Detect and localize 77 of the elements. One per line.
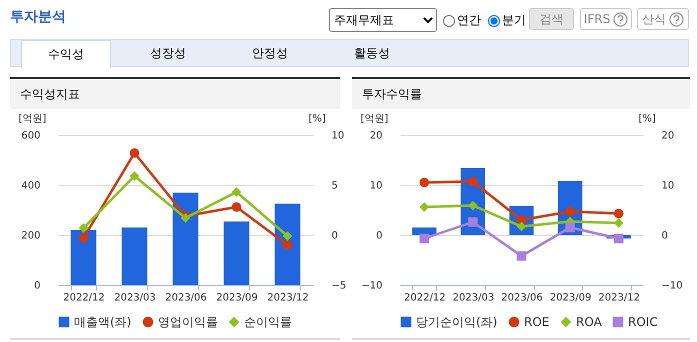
x-tick-label: 2022/12 (404, 292, 446, 304)
point (420, 202, 430, 212)
y-tick-label: 0 (376, 230, 382, 242)
legend-label: ROIC (628, 315, 658, 329)
bar (122, 228, 148, 285)
bar (70, 230, 96, 285)
text: 산식 (642, 10, 666, 28)
y-tick-label: 200 (21, 230, 40, 242)
x-tick-label: 2023/12 (598, 292, 640, 304)
bar (412, 228, 436, 235)
text: 수익성 (21, 40, 111, 68)
point (282, 231, 292, 241)
point (420, 234, 430, 244)
point (420, 178, 430, 188)
point (516, 222, 526, 232)
y-axis-title: [억원] (360, 114, 388, 124)
x-tick-label: 2023/09 (216, 292, 258, 304)
y2-tick-label: 10 (332, 130, 344, 142)
chart-title: 수익성지표 (10, 79, 340, 109)
y2-tick-label: 20 (662, 130, 674, 142)
x-tick-label: 2023/06 (165, 292, 207, 304)
y-tick-label: −10 (361, 280, 382, 292)
y2-tick-label: 0 (662, 230, 668, 242)
text: IFRS (584, 12, 610, 26)
point (614, 208, 624, 218)
x-tick-label: 2023/03 (114, 292, 156, 304)
text: 투자분석 (10, 8, 66, 26)
point (565, 222, 575, 232)
legend-label: ROA (576, 315, 603, 329)
x-tick-label: 2023/03 (452, 292, 494, 304)
y2-tick-label: 10 (662, 180, 674, 192)
bar (172, 192, 198, 285)
x-tick-label: 2023/06 (501, 292, 543, 304)
y-tick-label: 400 (21, 180, 40, 192)
x-tick-label: 2023/12 (267, 292, 309, 304)
point (516, 251, 526, 261)
point (232, 202, 242, 212)
point (468, 176, 478, 186)
point (130, 171, 140, 181)
text: 분기 (502, 12, 526, 29)
text: 검색 (540, 10, 564, 28)
point (78, 233, 88, 243)
point (614, 234, 624, 244)
point (614, 218, 624, 228)
text: 성장성 (149, 45, 187, 62)
point (468, 200, 478, 210)
point (78, 223, 88, 233)
point (282, 240, 292, 250)
point (130, 148, 140, 158)
y-tick-label: 600 (21, 130, 40, 142)
text: 연간 (457, 12, 481, 29)
text: 주재무제표 (329, 8, 437, 32)
y2-tick-label: −10 (662, 280, 683, 292)
y2-axis-title: [%] (638, 114, 656, 124)
bar (274, 204, 300, 285)
legend-label: 당기순이익(좌) (416, 315, 498, 329)
point (232, 187, 242, 197)
point (565, 206, 575, 216)
chart-title: 투자수익률 (352, 79, 690, 109)
point (468, 217, 478, 227)
y2-tick-label: −5 (332, 280, 346, 292)
legend-label: 영업이익률 (158, 315, 218, 329)
y-tick-label: 10 (370, 180, 382, 192)
legend-label: 매출액(좌) (74, 315, 132, 329)
y2-tick-label: 5 (332, 180, 338, 192)
y-tick-label: 0 (34, 280, 40, 292)
text: 활동성 (353, 45, 391, 62)
text: 안정성 (251, 45, 289, 62)
y-tick-label: 20 (370, 130, 382, 142)
legend-label: ROE (524, 315, 550, 329)
y-axis-title: [억원] (18, 114, 46, 124)
x-tick-label: 2022/12 (63, 292, 105, 304)
legend-label: 순이익률 (244, 315, 292, 329)
bar (224, 222, 250, 285)
x-tick-label: 2023/09 (550, 292, 592, 304)
y2-tick-label: 0 (332, 230, 338, 242)
y2-axis-title: [%] (308, 114, 326, 124)
